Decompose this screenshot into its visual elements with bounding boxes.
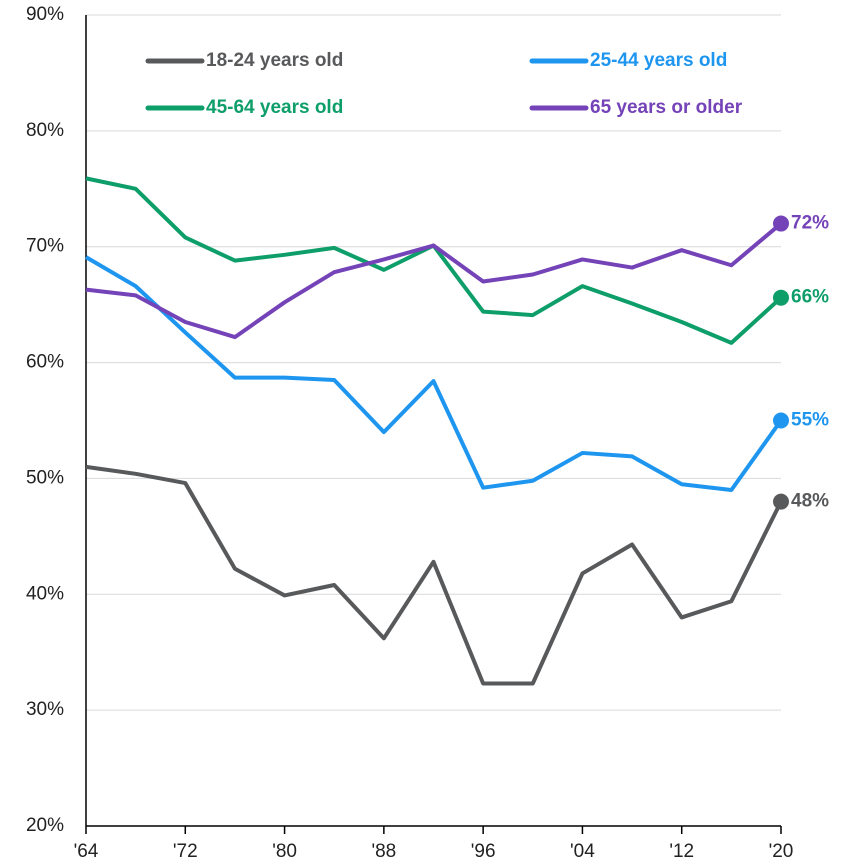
y-tick-label: 20% [26,815,64,836]
legend-label: 45-64 years old [206,97,343,118]
y-tick-label: 70% [26,236,64,257]
legend-label: 18-24 years old [206,50,343,71]
end-marker [773,289,789,306]
x-tick-label: '96 [471,841,496,862]
legend-label: 65 years or older [590,97,743,118]
x-tick-label: '20 [769,841,794,862]
x-tick-label: '72 [173,841,198,862]
end-marker [773,412,789,429]
x-tick-label: '12 [669,841,694,862]
y-tick-label: 90% [26,4,64,25]
x-tick-label: '64 [74,841,99,862]
end-marker [773,493,789,510]
y-tick-label: 80% [26,120,64,141]
y-tick-label: 30% [26,699,64,720]
series-line [85,222,783,340]
series-line [84,255,783,493]
y-tick-label: 50% [26,467,64,488]
end-marker [773,215,789,232]
data-label: 55% [791,410,829,431]
data-label: 72% [791,213,829,234]
data-label: 66% [791,287,829,308]
series-line [85,464,783,686]
y-tick-label: 60% [26,352,64,373]
series-line [85,176,783,345]
x-tick-label: '04 [570,841,595,862]
legend-label: 25-44 years old [590,50,727,71]
data-label: 48% [791,491,829,512]
y-tick-label: 40% [26,583,64,604]
x-tick-label: '88 [371,841,396,862]
x-tick-label: '80 [272,841,297,862]
